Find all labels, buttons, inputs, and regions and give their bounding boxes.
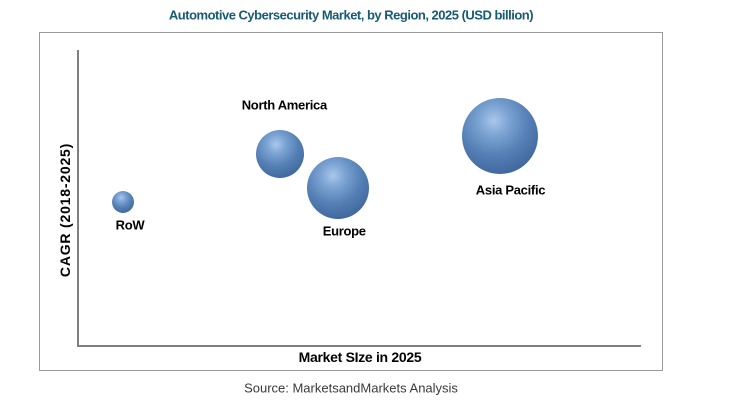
y-axis-label: CAGR (2018-2025) (57, 142, 73, 278)
bubble-label-row: RoW (115, 217, 145, 233)
bubble-label-asia-pacific: Asia Pacific (475, 182, 546, 198)
source-note: Source: MarketsandMarkets Analysis (244, 380, 458, 396)
bubble-label-north-america: North America (241, 97, 328, 113)
chart-frame: RoW North America Europe Asia Pacific (39, 32, 663, 371)
x-axis-label: Market SIze in 2025 (298, 349, 422, 365)
chart-title: Automotive Cybersecurity Market, by Regi… (168, 7, 534, 23)
bubble-europe (307, 156, 370, 219)
bubble-row (111, 191, 134, 214)
bubble-label-europe: Europe (322, 223, 366, 239)
x-axis-line (77, 345, 641, 347)
bubble-north-america (256, 129, 305, 178)
bubble-asia-pacific (461, 97, 538, 174)
plot-area: RoW North America Europe Asia Pacific (78, 50, 640, 346)
y-axis-line (77, 50, 79, 347)
